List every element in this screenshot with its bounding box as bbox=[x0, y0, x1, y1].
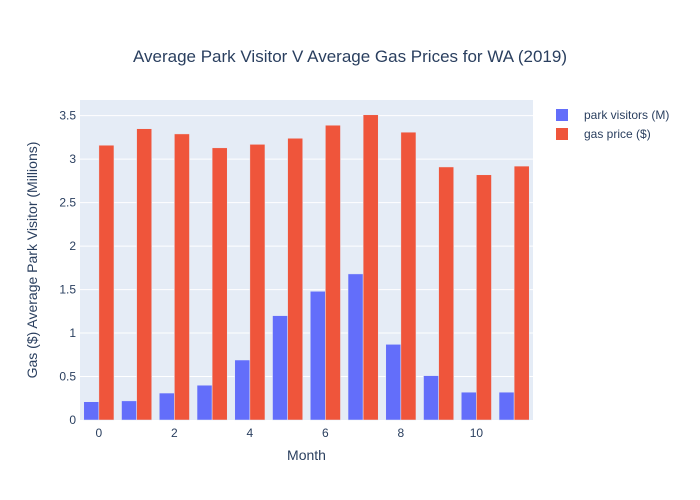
y-tick-label: 1 bbox=[69, 326, 76, 340]
x-axis-title: Month bbox=[287, 447, 326, 463]
y-tick-label: 2 bbox=[69, 239, 76, 253]
y-tick-label: 1.5 bbox=[59, 283, 76, 297]
legend: park visitors (M) gas price ($) bbox=[556, 108, 669, 141]
bar-park-visitors-m bbox=[385, 344, 402, 421]
bar-park-visitors-m bbox=[196, 384, 213, 421]
y-tick-label: 3 bbox=[69, 152, 76, 166]
y-tick-label: 2.5 bbox=[59, 196, 76, 210]
y-axis-ticks: 0 0.5 1 1.5 2 2.5 3 3.5 bbox=[59, 109, 76, 427]
bar-gas-price bbox=[513, 165, 530, 421]
chart-title: Average Park Visitor V Average Gas Price… bbox=[133, 47, 567, 66]
legend-item[interactable]: park visitors (M) bbox=[556, 108, 669, 122]
bar-park-visitors-m bbox=[347, 273, 364, 421]
bar-park-visitors-m bbox=[234, 359, 251, 421]
bar-gas-price bbox=[400, 131, 417, 421]
plot-area bbox=[80, 100, 533, 420]
x-tick-label: 0 bbox=[96, 426, 103, 440]
bar-park-visitors-m bbox=[121, 400, 137, 421]
gridlines bbox=[80, 115, 533, 378]
bar-park-visitors-m bbox=[461, 391, 477, 421]
bars-group bbox=[83, 114, 530, 421]
y-axis-title: Gas ($) Average Park Visitor (Millions) bbox=[24, 142, 40, 379]
bar-gas-price bbox=[325, 124, 341, 421]
bar-gas-price bbox=[287, 138, 303, 421]
legend-label: park visitors (M) bbox=[584, 108, 669, 122]
x-tick-label: 8 bbox=[398, 426, 405, 440]
bar-park-visitors-m bbox=[83, 401, 100, 421]
y-tick-label: 3.5 bbox=[59, 109, 76, 123]
bar-park-visitors-m bbox=[498, 391, 515, 421]
legend-item[interactable]: gas price ($) bbox=[556, 127, 651, 141]
legend-label: gas price ($) bbox=[584, 127, 651, 141]
bar-gas-price bbox=[98, 144, 115, 421]
x-tick-label: 4 bbox=[247, 426, 254, 440]
bar-gas-price bbox=[211, 147, 228, 421]
x-tick-label: 6 bbox=[322, 426, 329, 440]
bar-gas-price bbox=[476, 174, 492, 421]
y-tick-label: 0 bbox=[69, 413, 76, 427]
x-axis-ticks: 0 2 4 6 8 10 bbox=[96, 426, 484, 440]
bar-gas-price bbox=[362, 114, 379, 421]
bar-gas-price bbox=[136, 128, 152, 421]
y-tick-label: 0.5 bbox=[59, 370, 76, 384]
bar-park-visitors-m bbox=[159, 392, 175, 421]
bar-park-visitors-m bbox=[310, 291, 326, 421]
legend-swatch bbox=[556, 128, 568, 140]
x-tick-label: 10 bbox=[470, 426, 484, 440]
bar-gas-price bbox=[174, 133, 190, 421]
legend-swatch bbox=[556, 109, 568, 121]
bar-park-visitors-m bbox=[423, 375, 439, 421]
x-tick-label: 2 bbox=[171, 426, 178, 440]
bar-gas-price bbox=[249, 144, 266, 421]
bar-gas-price bbox=[438, 166, 454, 421]
bar-park-visitors-m bbox=[272, 315, 288, 421]
